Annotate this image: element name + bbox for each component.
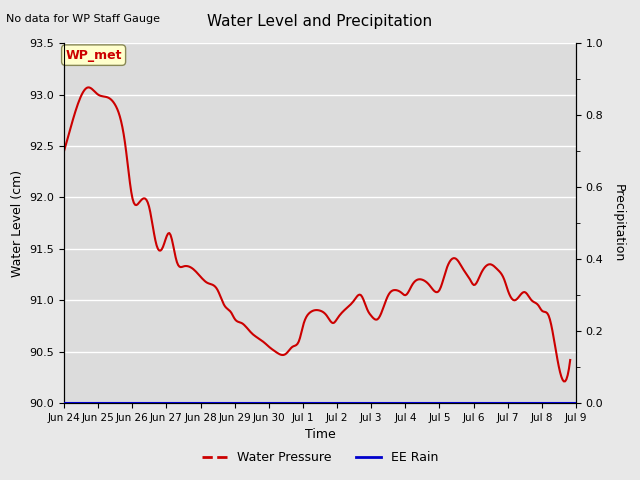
- X-axis label: Time: Time: [305, 429, 335, 442]
- Y-axis label: Precipitation: Precipitation: [611, 184, 624, 263]
- Y-axis label: Water Level (cm): Water Level (cm): [11, 169, 24, 277]
- Text: WP_met: WP_met: [65, 48, 122, 61]
- Text: Water Level and Precipitation: Water Level and Precipitation: [207, 14, 433, 29]
- Legend: Water Pressure, EE Rain: Water Pressure, EE Rain: [196, 446, 444, 469]
- Text: No data for WP Staff Gauge: No data for WP Staff Gauge: [6, 14, 161, 24]
